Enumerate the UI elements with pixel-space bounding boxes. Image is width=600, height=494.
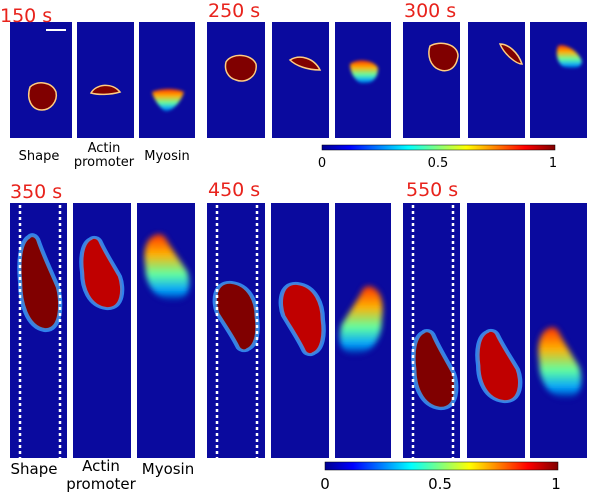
- column-label: Actin: [88, 141, 121, 156]
- time-label: 550 s: [406, 179, 458, 201]
- guide-lines: [18, 205, 455, 458]
- time-label: 300 s: [404, 0, 456, 22]
- top-times: 150 s 250 s 300 s: [0, 0, 456, 27]
- colorbar-tick-label: 1: [549, 156, 557, 171]
- bottom-colorbar: 0 0.5 1: [320, 461, 561, 493]
- colorbar-tick-label: 0: [320, 475, 330, 493]
- column-label: Myosin: [142, 460, 195, 478]
- top-colorbar: 0 0.5 1: [318, 144, 557, 171]
- colorbar-tick-label: 1: [551, 475, 561, 493]
- column-label: promoter: [66, 475, 136, 493]
- bottom-column-labels: Shape Actin promoter Myosin: [11, 457, 195, 493]
- top-column-labels: Shape Actin promoter Myosin: [19, 141, 190, 170]
- column-label: Actin: [82, 457, 120, 475]
- column-label: Shape: [19, 149, 60, 164]
- colorbar-tick-label: 0.5: [428, 475, 452, 493]
- top-panels: [10, 22, 587, 138]
- colorbar-tick-label: 0: [318, 156, 326, 171]
- column-label: Myosin: [144, 149, 190, 164]
- time-label: 350 s: [10, 181, 62, 203]
- time-label: 250 s: [208, 0, 260, 22]
- time-label: 150 s: [0, 5, 52, 27]
- bottom-times: 350 s 450 s 550 s: [10, 179, 458, 203]
- colorbar-tick-label: 0.5: [428, 156, 449, 171]
- column-label: Shape: [11, 460, 58, 478]
- column-label: promoter: [74, 155, 135, 170]
- bottom-panels: [10, 203, 587, 458]
- time-label: 450 s: [208, 179, 260, 201]
